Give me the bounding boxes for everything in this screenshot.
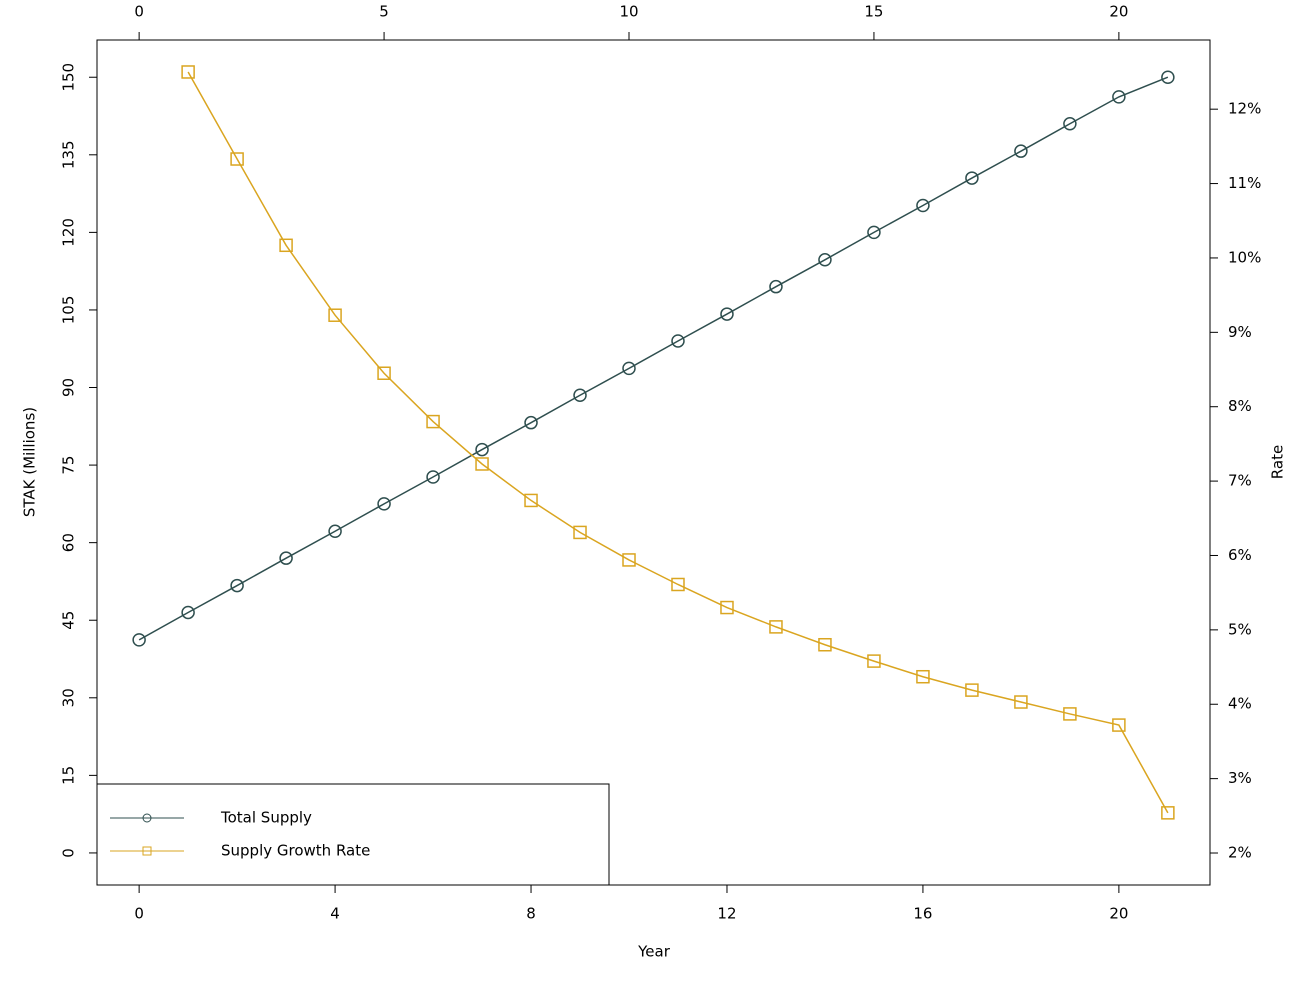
marker (671, 577, 685, 592)
legend-box (96, 783, 610, 886)
legend-marker (142, 813, 152, 823)
marker (328, 524, 342, 539)
marker (965, 683, 979, 697)
y2-axis-label: Rate (1269, 445, 1287, 479)
y2-tick-label: 12% (1228, 100, 1261, 118)
marker (1161, 806, 1175, 820)
marker (867, 225, 881, 240)
y-axis-label: STAK (Millions) (21, 407, 39, 517)
legend-marker (142, 846, 152, 856)
marker (671, 334, 685, 348)
marker (426, 470, 440, 484)
marker (524, 493, 538, 508)
legend-label: Total Supply (220, 809, 312, 827)
marker (230, 578, 244, 593)
marker (1014, 144, 1028, 158)
y2-tick-label: 7% (1228, 472, 1252, 490)
y-tick-label: 75 (60, 456, 78, 475)
x2-tick-label: 20 (1109, 3, 1128, 21)
y-tick-label: 90 (60, 378, 78, 397)
y-tick-label: 105 (60, 296, 78, 325)
marker (720, 307, 734, 321)
y-tick-label: 45 (60, 611, 78, 630)
marker (818, 637, 832, 652)
y2-tick-label: 5% (1228, 620, 1252, 638)
marker (475, 457, 489, 471)
x-tick-label: 0 (134, 905, 144, 923)
marker (720, 600, 734, 615)
x-axis-label: Year (637, 943, 671, 961)
marker (426, 414, 440, 429)
y-tick-label: 0 (60, 848, 78, 858)
marker (181, 605, 195, 620)
x-tick-label: 8 (526, 905, 536, 923)
x2-tick-label: 15 (864, 3, 883, 21)
y2-tick-label: 8% (1228, 397, 1252, 415)
x2-tick-label: 0 (134, 3, 144, 21)
y-tick-label: 60 (60, 533, 78, 552)
y-tick-label: 135 (60, 140, 78, 169)
marker (279, 551, 293, 565)
y-tick-label: 30 (60, 688, 78, 707)
marker (1014, 695, 1028, 709)
marker (916, 198, 930, 213)
x-tick-label: 12 (717, 905, 736, 923)
marker (867, 654, 881, 668)
marker (181, 65, 195, 79)
x2-tick-label: 10 (619, 3, 638, 21)
x-tick-label: 20 (1109, 905, 1128, 923)
marker (769, 620, 783, 634)
marker (573, 525, 587, 540)
y2-tick-label: 10% (1228, 248, 1261, 266)
series-line (187, 71, 1169, 814)
legend-label: Supply Growth Rate (221, 842, 370, 860)
y2-tick-label: 9% (1228, 323, 1252, 341)
marker (230, 152, 244, 166)
plot-frame (96, 39, 1211, 886)
y-tick-label: 120 (60, 218, 78, 247)
marker (1063, 707, 1077, 721)
marker (377, 366, 391, 380)
marker (524, 415, 538, 430)
y2-tick-label: 2% (1228, 844, 1252, 862)
marker (916, 669, 930, 684)
marker (475, 442, 489, 457)
marker (328, 308, 342, 322)
marker (132, 633, 146, 647)
y2-tick-label: 3% (1228, 769, 1252, 787)
marker (965, 171, 979, 185)
y2-tick-label: 11% (1228, 174, 1261, 192)
y-tick-label: 15 (60, 766, 78, 785)
marker (818, 253, 832, 267)
y2-tick-label: 4% (1228, 695, 1252, 713)
marker (1063, 117, 1077, 131)
marker (1161, 70, 1175, 84)
marker (1112, 718, 1126, 732)
marker (769, 279, 783, 294)
y-tick-label: 150 (60, 63, 78, 92)
y2-tick-label: 6% (1228, 546, 1252, 564)
marker (622, 553, 636, 567)
marker (377, 497, 391, 511)
x-tick-label: 4 (330, 905, 340, 923)
marker (622, 361, 636, 376)
marker (573, 388, 587, 403)
x-tick-label: 16 (913, 905, 932, 923)
x2-tick-label: 5 (379, 3, 389, 21)
marker (279, 238, 293, 253)
marker (1112, 90, 1126, 104)
series-line (138, 76, 1169, 641)
